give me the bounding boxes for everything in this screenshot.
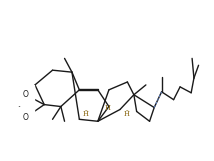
Text: O: O xyxy=(23,90,29,99)
Text: H̄: H̄ xyxy=(123,110,129,118)
Text: H̄: H̄ xyxy=(83,110,89,118)
Text: H: H xyxy=(104,104,110,112)
Text: O: O xyxy=(23,113,29,122)
